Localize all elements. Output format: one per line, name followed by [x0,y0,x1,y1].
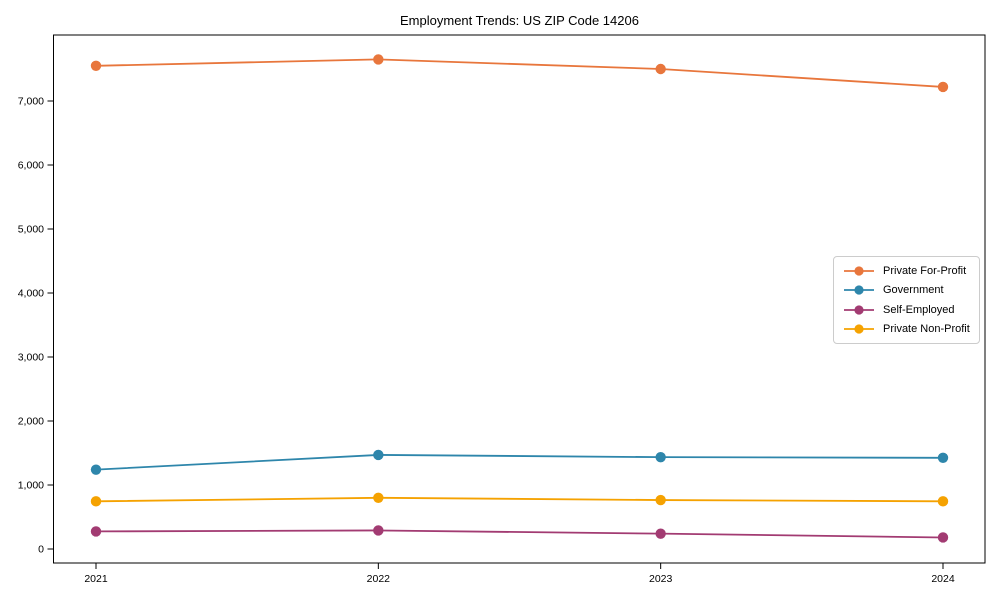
y-tick-label: 6,000 [18,160,44,172]
data-point-private-for-profit-2023 [655,63,666,75]
legend-marker-icon [844,285,874,295]
legend-label: Private For-Profit [883,264,967,277]
data-point-private-non-profit-2022 [373,492,384,503]
y-tick-label: 4,000 [18,288,44,300]
data-point-self-employed-2024 [937,532,949,543]
data-point-government-2021 [90,464,102,475]
data-point-private-for-profit-2024 [937,81,949,93]
y-tick-label: 3,000 [18,352,44,364]
legend-label: Private Non-Profit [883,323,970,336]
y-tick-label: 7,000 [18,96,44,108]
data-point-private-for-profit-2022 [373,54,384,65]
series-line-government [95,454,944,471]
legend-item-self-employed: Self-Employed [843,300,971,320]
legend-item-private-non-profit: Private Non-Profit [843,320,971,340]
data-point-private-for-profit-2021 [90,60,102,71]
y-tick-label: 5,000 [18,224,44,236]
legend-item-government: Government [843,281,971,301]
series-line-private-non-profit [95,496,944,503]
legend-item-private-for-profit: Private For-Profit [843,261,971,281]
y-tick-label: 2,000 [18,416,44,428]
legend-marker-icon [844,324,874,334]
chart-title: Employment Trends: US ZIP Code 14206 [400,13,639,28]
data-point-government-2022 [373,449,384,461]
x-tick-label: 2024 [931,573,955,585]
data-point-self-employed-2021 [90,526,102,537]
data-point-self-employed-2022 [373,525,384,536]
x-tick-label: 2021 [84,573,108,585]
y-tick-label: 1,000 [18,480,44,492]
x-tick-label: 2023 [649,573,673,585]
data-point-government-2024 [937,452,949,463]
legend-marker-icon [844,305,874,315]
data-point-government-2023 [655,451,666,463]
plot-frame [53,34,986,564]
data-point-private-non-profit-2021 [90,496,102,507]
data-point-private-non-profit-2023 [655,494,666,506]
series-line-private-for-profit [95,58,944,88]
x-tick-label: 2022 [367,573,391,585]
legend-marker-icon [844,266,874,276]
series-line-self-employed [95,529,944,539]
data-point-self-employed-2023 [655,528,666,539]
y-tick-label: 0 [38,544,44,556]
legend: Private For-Profit Government Self-Employe… [833,256,980,344]
data-point-private-non-profit-2024 [937,496,949,507]
legend-label: Government [883,284,944,297]
legend-label: Self-Employed [883,303,955,316]
